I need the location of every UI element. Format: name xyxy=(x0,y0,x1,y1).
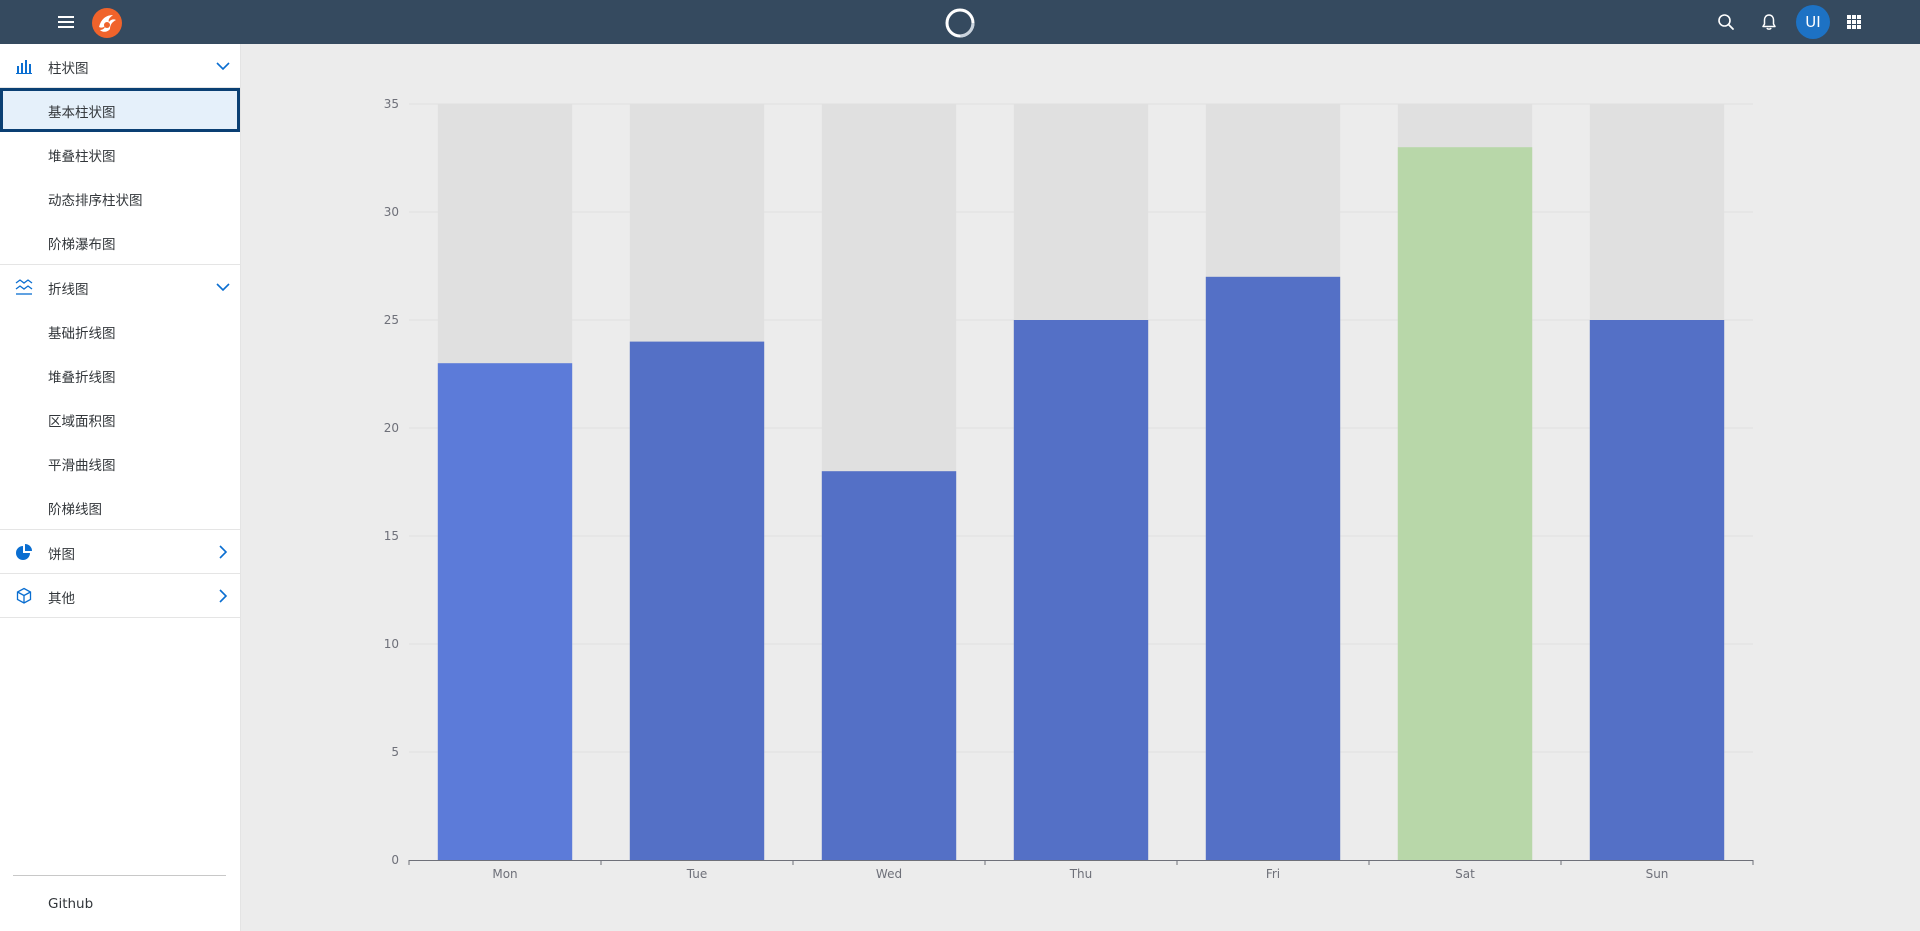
x-tick-label: Wed xyxy=(876,867,902,881)
nav-group-line-charts: 折线图 基础折线图 堆叠折线图 区域面积图 平滑曲线图 阶梯线图 xyxy=(0,265,240,530)
side-navigation: 柱状图 基本柱状图 堆叠柱状图 动态排序柱状图 阶梯瀑布图 xyxy=(0,44,241,931)
y-tick-label: 5 xyxy=(391,745,399,759)
sidebar-footer: Github xyxy=(0,875,240,931)
bar[interactable] xyxy=(1397,147,1533,860)
nav-group-header-pie-charts[interactable]: 饼图 xyxy=(0,530,240,574)
nav-item-label: 区域面积图 xyxy=(48,414,116,430)
nav-group-label: 其他 xyxy=(48,591,75,607)
chevron-right-icon[interactable] xyxy=(215,588,231,604)
bar[interactable] xyxy=(629,341,765,861)
nav-item-step-line[interactable]: 阶梯线图 xyxy=(0,485,240,529)
chevron-right-icon[interactable] xyxy=(215,544,231,560)
pie-chart-icon xyxy=(16,544,32,560)
nav-group-label: 折线图 xyxy=(48,282,89,298)
x-tick-label: Tue xyxy=(686,867,708,881)
x-tick-label: Mon xyxy=(492,867,517,881)
nav-item-smooth-line[interactable]: 平滑曲线图 xyxy=(0,441,240,485)
line-chart-icon xyxy=(15,279,33,295)
y-tick-label: 25 xyxy=(384,313,399,327)
phoenix-logo-icon[interactable] xyxy=(91,7,123,39)
y-tick-label: 20 xyxy=(384,421,399,435)
bar[interactable] xyxy=(1205,276,1341,860)
bar[interactable] xyxy=(437,363,573,860)
nav-item-stacked-line[interactable]: 堆叠折线图 xyxy=(0,353,240,397)
x-tick-label: Thu xyxy=(1069,867,1093,881)
nav-group-header-other[interactable]: 其他 xyxy=(0,574,240,618)
bar-chart-icon xyxy=(16,60,32,74)
y-tick-label: 15 xyxy=(384,529,399,543)
other-chart-icon xyxy=(16,587,32,604)
shell-bar: UI xyxy=(0,0,1920,44)
chevron-down-icon[interactable] xyxy=(215,279,231,295)
nav-item-label: 平滑曲线图 xyxy=(48,458,116,474)
x-tick-label: Fri xyxy=(1266,867,1280,881)
x-tick-label: Sun xyxy=(1646,867,1669,881)
nav-group-label: 饼图 xyxy=(48,547,75,563)
nav-item-label: 基础折线图 xyxy=(48,326,116,342)
nav-group-bar-charts: 柱状图 基本柱状图 堆叠柱状图 动态排序柱状图 阶梯瀑布图 xyxy=(0,44,240,265)
nav-group-header-line-charts[interactable]: 折线图 xyxy=(0,265,240,309)
bar[interactable] xyxy=(1589,320,1725,860)
y-tick-label: 30 xyxy=(384,205,399,219)
bar-chart: 0 5 10 15 20 25 30 35 Mon Tue Wed Thu Fri Sat Sun xyxy=(384,97,1754,881)
main-content: 0 5 10 15 20 25 30 35 Mon Tue Wed Thu Fri Sat Sun xyxy=(241,44,1920,931)
nav-item-waterfall[interactable]: 阶梯瀑布图 xyxy=(0,220,240,264)
nav-item-area[interactable]: 区域面积图 xyxy=(0,397,240,441)
bar[interactable] xyxy=(1013,320,1149,860)
nav-item-sorted-bar[interactable]: 动态排序柱状图 xyxy=(0,176,240,220)
nav-group-label: 柱状图 xyxy=(48,61,89,77)
y-tick-label: 35 xyxy=(384,97,399,111)
y-tick-label: 10 xyxy=(384,637,399,651)
nav-item-stacked-bar[interactable]: 堆叠柱状图 xyxy=(0,132,240,176)
x-tick-label: Sat xyxy=(1455,867,1475,881)
nav-item-label: 阶梯线图 xyxy=(48,502,102,518)
nav-group-header-bar-charts[interactable]: 柱状图 xyxy=(0,44,240,88)
user-avatar[interactable]: UI xyxy=(1796,5,1830,39)
nav-item-label: 基本柱状图 xyxy=(48,105,116,121)
nav-item-label: 堆叠折线图 xyxy=(48,370,116,386)
nav-item-label: 阶梯瀑布图 xyxy=(48,237,116,253)
y-tick-label: 0 xyxy=(391,853,399,867)
search-icon[interactable] xyxy=(1716,12,1736,32)
chevron-down-icon[interactable] xyxy=(215,58,231,74)
footer-divider xyxy=(13,875,226,876)
grid-apps-icon[interactable] xyxy=(1844,12,1864,32)
bell-icon[interactable] xyxy=(1759,12,1779,32)
github-link[interactable]: Github xyxy=(48,896,94,912)
nav-item-basic-line[interactable]: 基础折线图 xyxy=(0,309,240,353)
nav-item-basic-bar[interactable]: 基本柱状图 xyxy=(0,88,240,132)
nav-item-label: 堆叠柱状图 xyxy=(48,149,116,165)
bar[interactable] xyxy=(821,471,957,860)
busy-indicator-icon xyxy=(945,8,975,38)
nav-item-label: 动态排序柱状图 xyxy=(48,193,143,209)
hamburger-menu-icon[interactable] xyxy=(56,12,76,32)
